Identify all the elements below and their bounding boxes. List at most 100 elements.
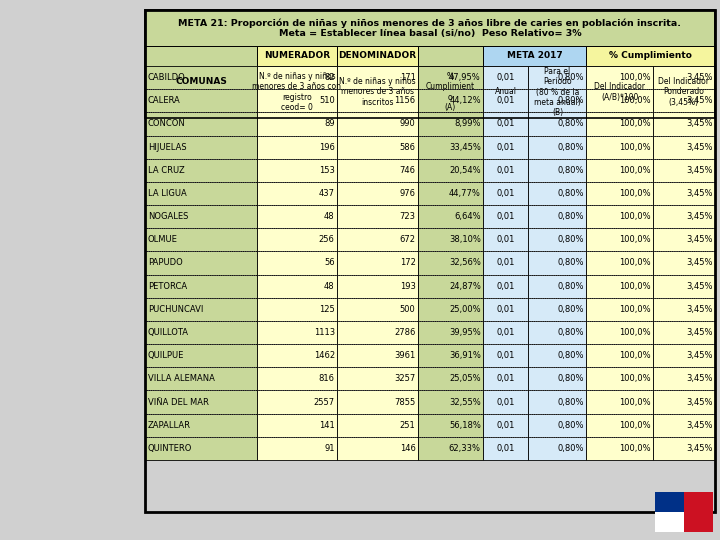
Text: 48: 48 <box>324 282 335 291</box>
Text: 39,95%: 39,95% <box>449 328 481 337</box>
Text: 256: 256 <box>319 235 335 244</box>
Text: 196: 196 <box>319 143 335 152</box>
Bar <box>655 492 684 512</box>
Text: N.º de niñas y niños
menores de 3 años
inscritos: N.º de niñas y niños menores de 3 años i… <box>339 77 415 106</box>
Text: 3,45%: 3,45% <box>686 73 713 82</box>
Text: 3,45%: 3,45% <box>686 235 713 244</box>
Text: 32,55%: 32,55% <box>449 397 481 407</box>
Bar <box>587 298 653 321</box>
Bar <box>337 390 418 414</box>
Bar <box>418 274 483 298</box>
Text: 0,01: 0,01 <box>497 189 515 198</box>
Text: 0,80%: 0,80% <box>558 328 585 337</box>
Text: 816: 816 <box>319 374 335 383</box>
Bar <box>653 344 715 367</box>
Text: 44,12%: 44,12% <box>449 96 481 105</box>
Bar <box>257 182 337 205</box>
Bar <box>483 414 528 437</box>
Text: CALERA: CALERA <box>148 96 181 105</box>
Text: 100,0%: 100,0% <box>619 374 651 383</box>
Text: 91: 91 <box>324 444 335 453</box>
Bar <box>145 182 257 205</box>
Bar <box>483 182 528 205</box>
Bar <box>145 437 257 460</box>
Text: NUMERADOR: NUMERADOR <box>264 51 330 60</box>
Text: 20,54%: 20,54% <box>449 166 481 175</box>
Text: COMUNAS: COMUNAS <box>175 78 227 86</box>
Bar <box>528 205 587 228</box>
Bar <box>587 89 653 112</box>
Text: 0,80%: 0,80% <box>558 166 585 175</box>
Text: 0,80%: 0,80% <box>558 212 585 221</box>
Bar <box>483 274 528 298</box>
Bar <box>483 321 528 344</box>
Bar <box>653 390 715 414</box>
Bar <box>587 46 715 66</box>
Text: 100,0%: 100,0% <box>619 212 651 221</box>
Bar <box>418 252 483 274</box>
Bar <box>337 46 418 66</box>
Text: 44,77%: 44,77% <box>449 189 481 198</box>
Text: 100,0%: 100,0% <box>619 305 651 314</box>
Text: 82: 82 <box>324 73 335 82</box>
Bar <box>145 10 715 46</box>
Bar <box>483 205 528 228</box>
Text: 125: 125 <box>319 305 335 314</box>
Bar <box>528 321 587 344</box>
Text: 171: 171 <box>400 73 415 82</box>
Bar <box>483 228 528 252</box>
Text: 36,91%: 36,91% <box>449 351 481 360</box>
Bar <box>528 66 587 118</box>
Bar <box>145 321 257 344</box>
Bar <box>257 344 337 367</box>
Text: ZAPALLAR: ZAPALLAR <box>148 421 191 430</box>
Text: 437: 437 <box>319 189 335 198</box>
Bar <box>587 205 653 228</box>
Text: 25,05%: 25,05% <box>449 374 481 383</box>
Text: LA CRUZ: LA CRUZ <box>148 166 185 175</box>
Text: 0,01: 0,01 <box>497 96 515 105</box>
Text: Para el
Período
(80 % de la
meta anual)
(B): Para el Período (80 % de la meta anual) … <box>534 68 581 117</box>
Bar <box>483 437 528 460</box>
Text: PETORCA: PETORCA <box>148 282 187 291</box>
Text: 100,0%: 100,0% <box>619 235 651 244</box>
Text: 3,45%: 3,45% <box>686 351 713 360</box>
Text: 0,01: 0,01 <box>497 305 515 314</box>
Text: 89: 89 <box>324 119 335 129</box>
Text: 100,0%: 100,0% <box>619 119 651 129</box>
Bar <box>145 10 715 118</box>
Bar <box>653 66 715 118</box>
Bar <box>587 66 653 118</box>
Text: 0,80%: 0,80% <box>558 259 585 267</box>
Bar <box>653 89 715 112</box>
Text: 141: 141 <box>319 421 335 430</box>
Bar <box>337 298 418 321</box>
Text: 0,80%: 0,80% <box>558 397 585 407</box>
Text: N.º de niñas y niños
menores de 3 años con
registro
ceod= 0: N.º de niñas y niños menores de 3 años c… <box>252 72 341 112</box>
Bar <box>684 512 713 532</box>
Text: 56: 56 <box>324 259 335 267</box>
Text: 100,0%: 100,0% <box>619 328 651 337</box>
Text: HIJUELAS: HIJUELAS <box>148 143 186 152</box>
Text: 24,87%: 24,87% <box>449 282 481 291</box>
Text: 672: 672 <box>400 235 415 244</box>
Bar <box>587 274 653 298</box>
Text: 100,0%: 100,0% <box>619 259 651 267</box>
Bar <box>337 274 418 298</box>
Text: QUILPUE: QUILPUE <box>148 351 184 360</box>
Text: 48: 48 <box>324 212 335 221</box>
Text: CABILDO: CABILDO <box>148 73 186 82</box>
Bar <box>418 321 483 344</box>
Bar <box>653 414 715 437</box>
Text: DENOMINADOR: DENOMINADOR <box>338 51 416 60</box>
Bar <box>528 344 587 367</box>
Bar <box>257 437 337 460</box>
Text: 0,01: 0,01 <box>497 119 515 129</box>
Text: 500: 500 <box>400 305 415 314</box>
Bar <box>528 89 587 112</box>
Bar <box>418 390 483 414</box>
Text: Del Indicador
(A/B)*100: Del Indicador (A/B)*100 <box>594 83 645 102</box>
Bar <box>257 159 337 182</box>
Bar <box>528 298 587 321</box>
Text: 0,80%: 0,80% <box>558 351 585 360</box>
